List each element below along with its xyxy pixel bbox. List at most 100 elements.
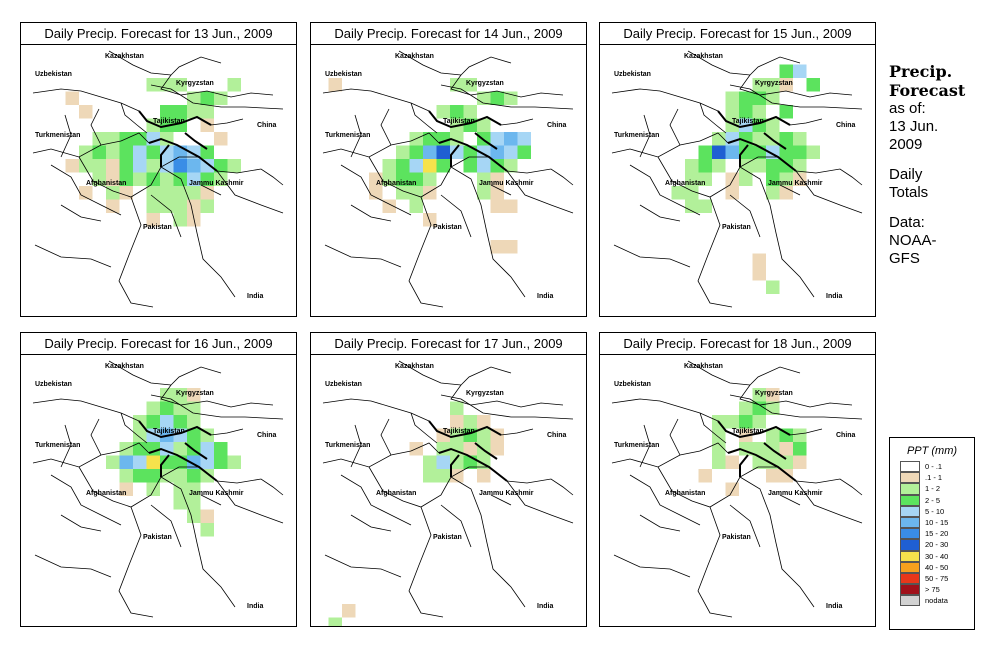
precip-cell xyxy=(725,186,739,200)
precip-cell xyxy=(490,240,504,254)
precip-cell xyxy=(463,159,477,173)
precip-cell xyxy=(328,78,342,92)
border-line-major xyxy=(160,454,170,477)
forecast-panel-5: Daily Precip. Forecast for 17 Jun., 2009… xyxy=(310,332,587,627)
legend-row: 15 - 20 xyxy=(900,528,974,540)
country-label: Jammu Kashmir xyxy=(479,490,534,497)
precip-map-6: Kazakhstan Uzbekistan Kyrgyzstan Tajikistan… xyxy=(611,360,863,618)
info-spacer xyxy=(889,202,981,214)
legend-row: 10 - 15 xyxy=(900,516,974,529)
precip-cell xyxy=(739,172,753,186)
country-borders xyxy=(322,360,574,618)
panel-title: Daily Precip. Forecast for 17 Jun., 2009 xyxy=(311,333,586,355)
precip-cell xyxy=(806,145,820,159)
precip-cell xyxy=(423,172,437,186)
precip-cell xyxy=(766,186,780,200)
precip-cell xyxy=(752,253,766,267)
legend-title: PPT (mm) xyxy=(906,445,958,457)
border-line xyxy=(118,506,154,618)
info-line: 2009 xyxy=(889,136,923,153)
precip-cell xyxy=(477,118,491,132)
precip-cell xyxy=(685,172,699,186)
precip-cell xyxy=(490,442,504,456)
precip-cell xyxy=(766,159,780,173)
country-labels: Kazakhstan Uzbekistan Kyrgyzstan Tajikistan… xyxy=(614,363,856,610)
precip-cell xyxy=(160,145,174,159)
precip-cell xyxy=(712,428,726,442)
country-label: Tajikistan xyxy=(732,118,764,125)
precip-cell xyxy=(698,172,712,186)
legend-row: 5 - 10 xyxy=(900,505,974,517)
precip-cell xyxy=(517,132,531,146)
precip-cell xyxy=(793,172,807,186)
precip-map-5: Kazakhstan Uzbekistan Kyrgyzstan Tajikistan… xyxy=(322,360,574,626)
country-label: India xyxy=(826,603,842,610)
country-label: Pakistan xyxy=(722,224,751,231)
border-line xyxy=(697,196,733,308)
precip-cell xyxy=(133,428,147,442)
country-label: Kyrgyzstan xyxy=(176,80,214,87)
precip-cell xyxy=(146,186,160,200)
precip-cell xyxy=(160,455,174,469)
legend-swatch xyxy=(900,539,920,551)
country-label: Jammu Kashmir xyxy=(768,490,823,497)
country-label: Pakistan xyxy=(433,534,462,541)
precip-cell xyxy=(92,145,106,159)
border-line-major xyxy=(160,144,170,167)
precip-cell xyxy=(490,159,504,173)
border-line xyxy=(795,170,863,214)
precip-cell xyxy=(463,78,477,92)
border-line xyxy=(150,394,284,420)
country-label: China xyxy=(836,432,856,439)
heading-forecast: Forecast xyxy=(889,81,966,100)
precip-cell xyxy=(793,145,807,159)
border-line xyxy=(611,398,719,422)
precip-cell xyxy=(187,388,201,402)
precip-cell xyxy=(200,199,214,213)
country-label: Turkmenistan xyxy=(325,442,370,449)
precip-cell xyxy=(133,159,147,173)
precip-cells xyxy=(698,388,807,496)
precip-cell xyxy=(698,159,712,173)
precip-cell xyxy=(766,280,780,294)
precip-cell xyxy=(779,64,793,78)
precip-cell xyxy=(779,172,793,186)
legend-swatch xyxy=(900,483,920,495)
border-line xyxy=(729,194,761,238)
country-label: Afghanistan xyxy=(376,490,416,497)
precip-cell xyxy=(200,145,214,159)
country-label: India xyxy=(537,293,553,300)
precip-cell xyxy=(187,213,201,227)
precip-cell xyxy=(173,78,187,92)
precip-cell xyxy=(146,401,160,415)
precip-cell xyxy=(436,455,450,469)
border-line xyxy=(160,166,236,298)
country-label: China xyxy=(257,122,277,129)
precip-cell xyxy=(187,415,201,429)
precip-cell xyxy=(187,159,201,173)
precip-cell xyxy=(214,455,228,469)
precip-map-2: Kazakhstan Uzbekistan Kyrgyzstan Tajikistan… xyxy=(322,50,574,308)
border-line xyxy=(60,424,72,468)
precip-cell xyxy=(504,240,518,254)
border-line xyxy=(350,204,392,222)
legend-label: > 75 xyxy=(925,585,940,595)
precip-cell xyxy=(173,442,187,456)
country-label: Kyrgyzstan xyxy=(466,80,504,87)
precip-map-1: Kazakhstan Uzbekistan Kyrgyzstan Tajikistan… xyxy=(32,50,284,308)
precip-cell xyxy=(779,132,793,146)
precip-cell xyxy=(423,469,437,483)
border-line xyxy=(380,418,392,456)
info-line: 13 Jun. xyxy=(889,118,939,135)
precip-cell xyxy=(133,442,147,456)
precip-cell xyxy=(793,442,807,456)
border-line-major xyxy=(763,442,787,460)
border-line xyxy=(440,84,574,110)
precip-cell xyxy=(725,132,739,146)
precip-cell xyxy=(779,145,793,159)
border-line xyxy=(699,102,727,134)
precip-cell xyxy=(725,91,739,105)
country-label: Kyrgyzstan xyxy=(176,390,214,397)
legend-label: 40 - 50 xyxy=(925,562,949,572)
border-line xyxy=(32,398,140,422)
